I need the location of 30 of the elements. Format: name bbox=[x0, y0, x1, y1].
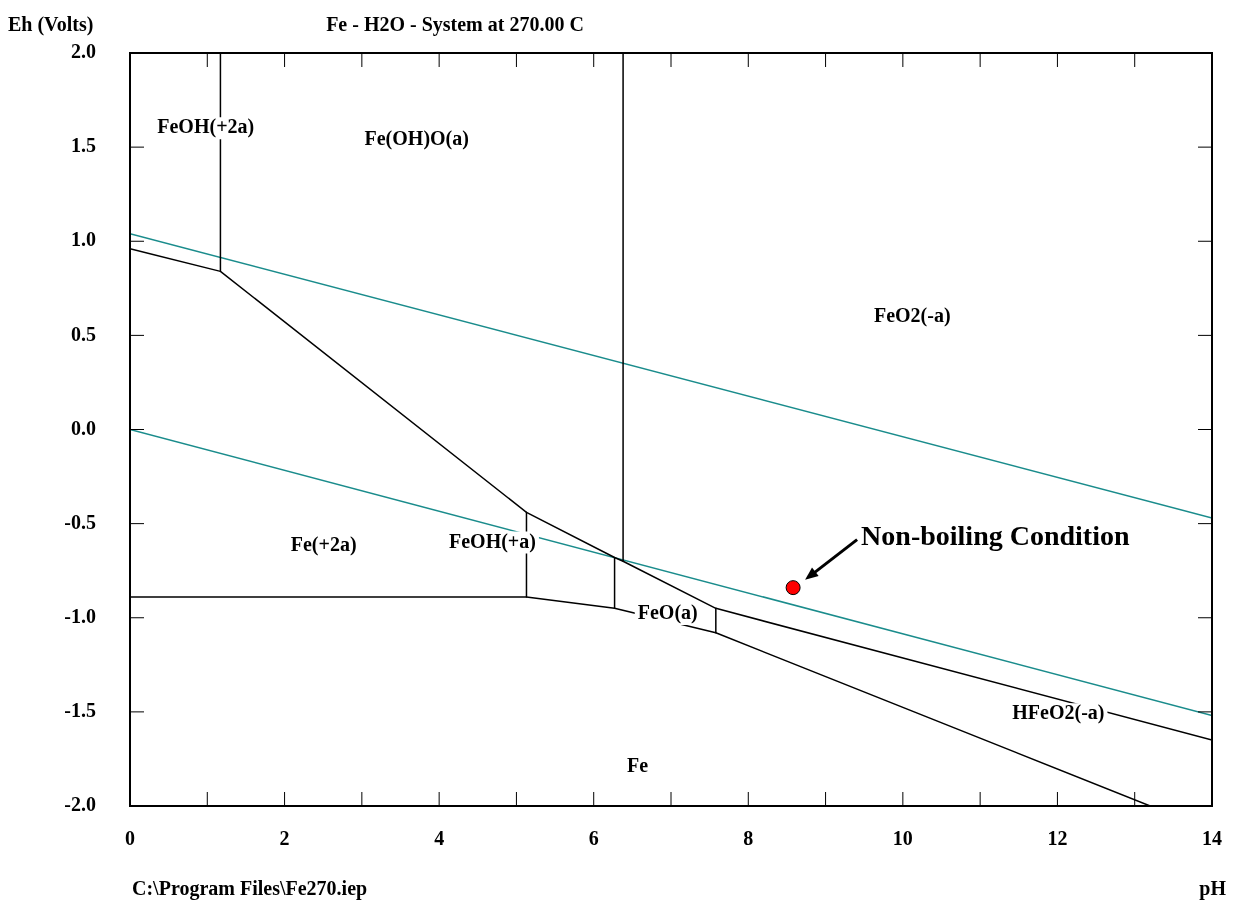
y-tick-label: -1.5 bbox=[64, 699, 96, 722]
x-tick-label: 10 bbox=[892, 827, 913, 850]
y-tick-label: 1.5 bbox=[71, 134, 96, 157]
annotation: FeO2(-a) bbox=[873, 303, 951, 327]
annotation: Fe(+2a) bbox=[290, 533, 357, 557]
y-tick-label: 0.5 bbox=[71, 322, 96, 345]
y-tick-label: -0.5 bbox=[64, 510, 96, 533]
x-tick-label: 14 bbox=[1202, 827, 1222, 850]
x-tick-label: 8 bbox=[743, 827, 754, 850]
x-tick-label: 4 bbox=[434, 827, 445, 850]
annotation: Fe(OH)O(a) bbox=[364, 126, 469, 150]
annotation: Non-boiling Condition bbox=[861, 519, 1130, 551]
x-tick-label: 2 bbox=[279, 827, 290, 850]
y-tick-label: 2.0 bbox=[71, 40, 96, 63]
annotation: HFeO2(-a) bbox=[1012, 701, 1105, 725]
annotation: Fe bbox=[626, 754, 649, 777]
y-tick-label: -2.0 bbox=[64, 793, 96, 816]
y-tick-label: -1.0 bbox=[64, 604, 96, 627]
x-axis-title: pH bbox=[1199, 877, 1227, 901]
x-tick-label: 0 bbox=[125, 827, 135, 850]
x-tick-label: 6 bbox=[588, 827, 599, 850]
y-axis-title: Eh (Volts) bbox=[8, 13, 94, 37]
annotation: FeO(a) bbox=[637, 601, 698, 625]
annotation: FeOH(+2a) bbox=[157, 115, 255, 139]
chart-title: Fe - H2O - System at 270.00 C bbox=[326, 13, 584, 37]
y-tick-label: 1.0 bbox=[71, 228, 96, 251]
annotation: FeOH(+a) bbox=[449, 529, 536, 553]
y-tick-label: 0.0 bbox=[71, 416, 96, 439]
x-tick-label: 12 bbox=[1047, 827, 1068, 850]
text: C:\Program Files\Fe270.iep bbox=[132, 877, 368, 901]
